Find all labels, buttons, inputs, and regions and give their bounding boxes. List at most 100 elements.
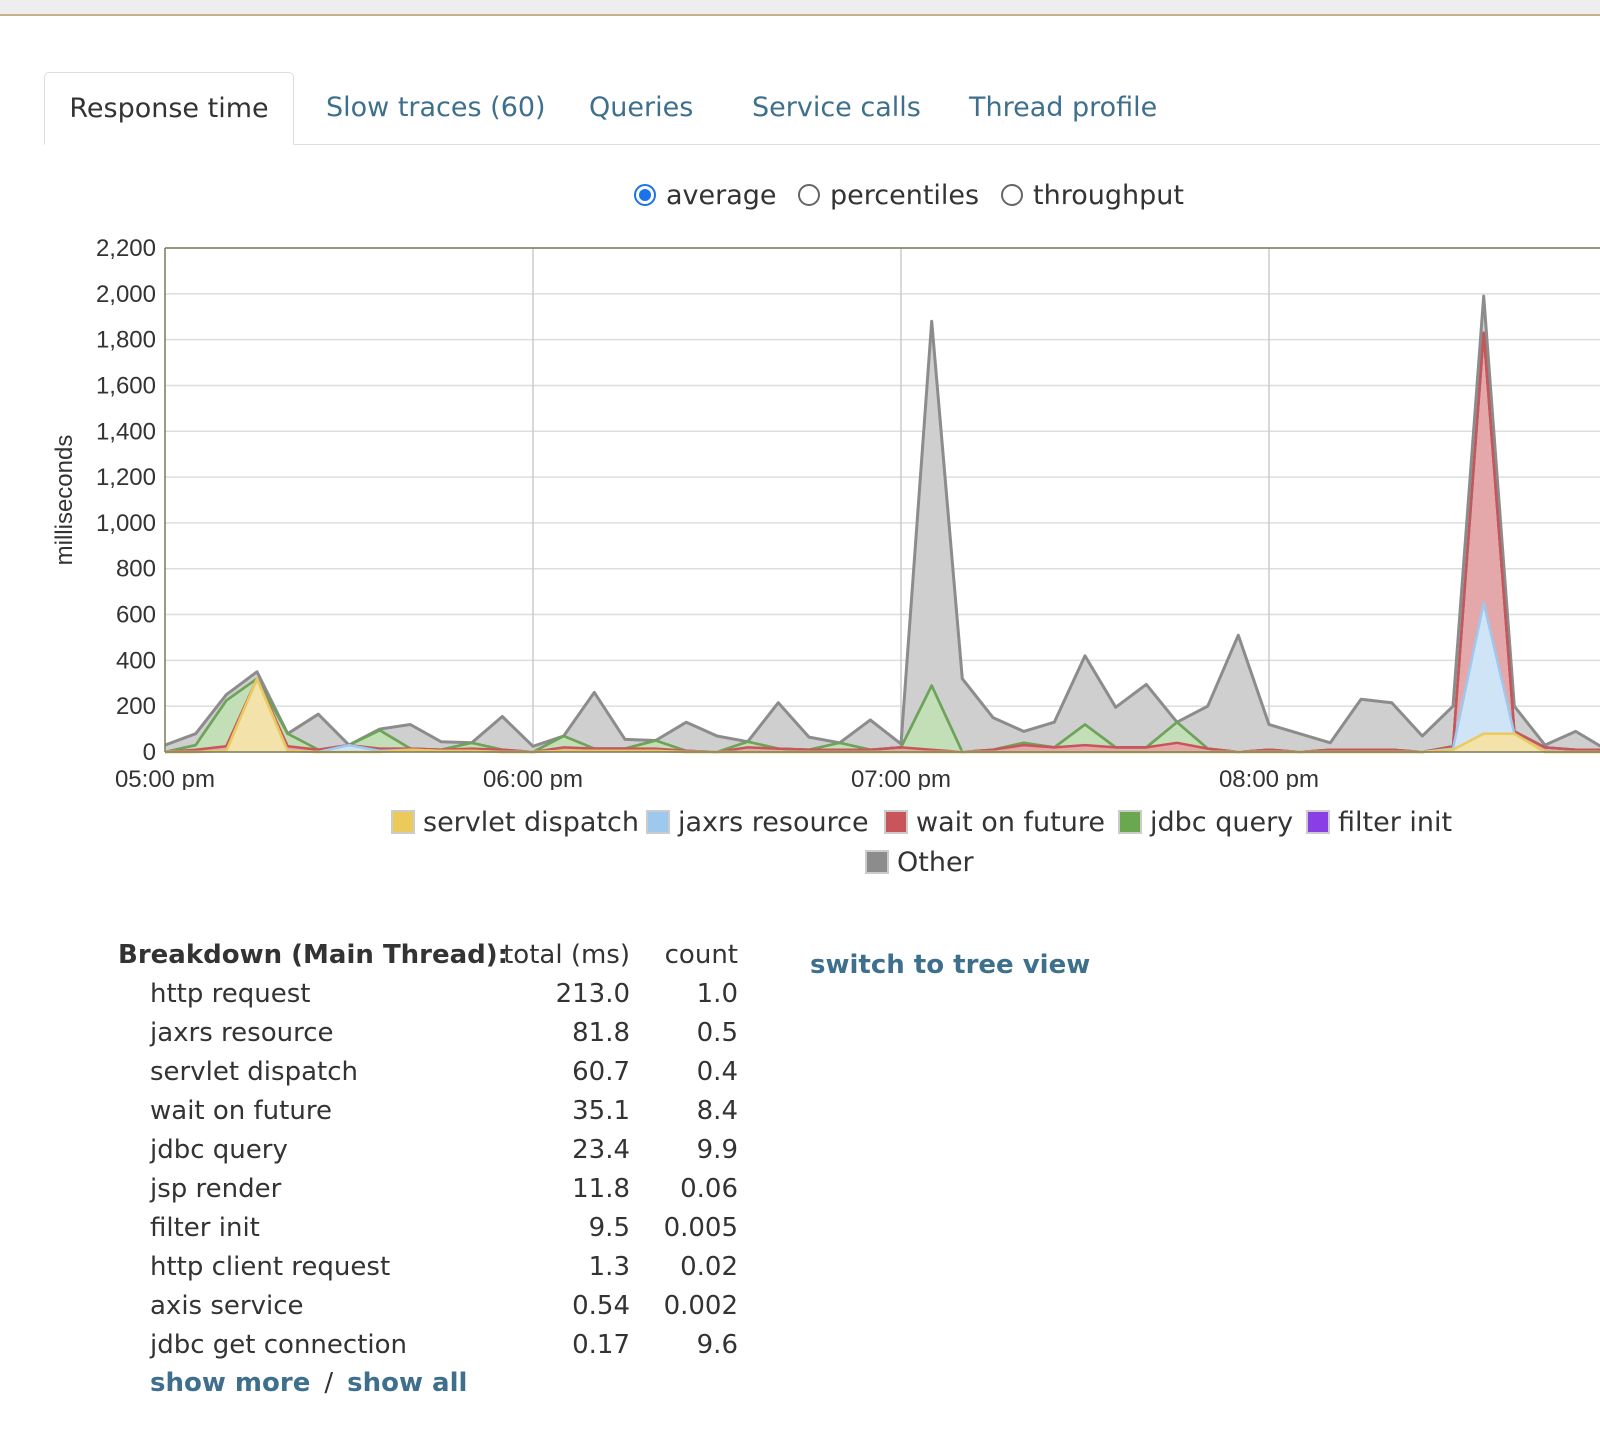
y-tick-label: 400 <box>116 647 156 674</box>
row-count: 8.4 <box>696 1096 738 1126</box>
legend-item-filter-init[interactable]: filter init <box>1306 806 1452 840</box>
x-tick-label: 06:00 pm <box>483 766 583 790</box>
show-more-link[interactable]: show more <box>150 1368 311 1398</box>
radio-selected-icon[interactable] <box>634 183 656 206</box>
legend-swatch <box>646 809 670 834</box>
radio-icon[interactable] <box>1001 183 1023 206</box>
legend-item-servlet-dispatch[interactable]: servlet dispatch <box>391 806 639 840</box>
breakdown-row[interactable]: jaxrs resource 81.8 0.5 <box>118 1014 738 1053</box>
y-tick-label: 1,800 <box>96 327 156 354</box>
top-bar <box>0 0 1600 16</box>
legend-label: filter init <box>1338 807 1453 838</box>
row-name: http client request <box>150 1252 391 1282</box>
breakdown-header: Breakdown (Main Thread): total (ms) coun… <box>118 936 738 975</box>
column-header-count: count <box>664 940 738 970</box>
response-time-chart[interactable]: 0 200 400 600 800 1,000 1,200 1,400 1,600 1,800 2,… <box>0 230 1600 790</box>
option-percentiles[interactable]: percentiles <box>798 176 979 216</box>
legend-swatch <box>865 849 889 874</box>
row-name: wait on future <box>150 1096 332 1126</box>
x-tick-label: 07:00 pm <box>851 766 951 790</box>
row-name: jdbc get connection <box>150 1330 408 1360</box>
link-separator: / <box>324 1368 334 1398</box>
legend-label: servlet dispatch <box>423 807 639 838</box>
series-line-wait-on-future <box>164 331 1600 754</box>
row-name: jdbc query <box>150 1135 288 1165</box>
series-area-other <box>165 296 1600 752</box>
row-total: 9.5 <box>588 1213 630 1243</box>
tab-response-time[interactable]: Response time <box>44 72 294 145</box>
breakdown-row[interactable]: wait on future 35.1 8.4 <box>118 1092 738 1131</box>
row-total: 213.0 <box>555 979 630 1009</box>
row-name: servlet dispatch <box>150 1057 358 1087</box>
row-count: 0.02 <box>680 1252 738 1282</box>
radio-icon[interactable] <box>798 183 820 206</box>
tab-queries[interactable]: Queries <box>589 92 694 123</box>
y-tick-label: 600 <box>116 602 156 629</box>
row-total: 0.54 <box>572 1291 630 1321</box>
breakdown-title: Breakdown (Main Thread): <box>118 940 509 970</box>
series-area-filter-init <box>165 332 1600 752</box>
breakdown-row[interactable]: jsp render 11.8 0.06 <box>118 1170 738 1209</box>
switch-to-tree-view-link[interactable]: switch to tree view <box>810 950 1091 980</box>
breakdown-row[interactable]: jdbc query 23.4 9.9 <box>118 1131 738 1170</box>
legend-swatch <box>884 809 908 834</box>
row-count: 0.06 <box>680 1174 738 1204</box>
y-tick-label: 1,000 <box>96 510 156 537</box>
legend-swatch <box>1306 809 1330 834</box>
breakdown-row[interactable]: jdbc get connection 0.17 9.6 <box>118 1326 738 1365</box>
legend-item-wait-on-future[interactable]: wait on future <box>884 806 1105 840</box>
series-line-jdbc-query <box>164 331 1600 754</box>
row-total: 35.1 <box>572 1096 630 1126</box>
option-label: percentiles <box>830 180 980 211</box>
row-total: 1.3 <box>588 1252 630 1282</box>
row-count: 0.005 <box>663 1213 738 1243</box>
legend-label: wait on future <box>916 807 1105 838</box>
row-total: 23.4 <box>572 1135 630 1165</box>
tab-slow-traces[interactable]: Slow traces (60) <box>326 92 546 123</box>
breakdown-more-links: show more / show all <box>150 1368 467 1398</box>
row-total: 81.8 <box>572 1018 630 1048</box>
series-line-filter-init <box>164 331 1600 754</box>
option-throughput[interactable]: throughput <box>1001 176 1184 216</box>
series-area-jdbc-query <box>165 332 1600 752</box>
y-tick-label: 1,600 <box>96 372 156 399</box>
row-name: filter init <box>150 1213 260 1243</box>
row-name: axis service <box>150 1291 304 1321</box>
row-name: jaxrs resource <box>150 1018 334 1048</box>
row-count: 1.0 <box>696 979 738 1009</box>
breakdown-row[interactable]: axis service 0.54 0.002 <box>118 1287 738 1326</box>
row-name: jsp render <box>150 1174 282 1204</box>
y-tick-label: 0 <box>143 739 156 766</box>
row-count: 9.6 <box>696 1330 738 1360</box>
row-count: 0.002 <box>663 1291 738 1321</box>
series-area-wait-on-future <box>165 332 1600 752</box>
row-name: http request <box>150 979 311 1009</box>
legend-item-jaxrs-resource[interactable]: jaxrs resource <box>646 806 869 840</box>
legend-item-jdbc-query[interactable]: jdbc query <box>1118 806 1293 840</box>
legend-item-other[interactable]: Other <box>865 846 974 880</box>
legend-swatch <box>391 809 415 834</box>
tab-thread-profile[interactable]: Thread profile <box>969 92 1158 123</box>
row-count: 0.4 <box>696 1057 738 1087</box>
y-tick-label: 2,000 <box>96 281 156 308</box>
y-tick-label: 2,200 <box>96 235 156 262</box>
breakdown-row[interactable]: http request 213.0 1.0 <box>118 975 738 1014</box>
x-tick-label: 08:00 pm <box>1219 766 1319 790</box>
row-count: 9.9 <box>696 1135 738 1165</box>
tab-service-calls[interactable]: Service calls <box>752 92 921 123</box>
breakdown-row[interactable]: filter init 9.5 0.005 <box>118 1209 738 1248</box>
y-axis-label: milliseconds <box>51 435 78 566</box>
y-tick-label: 1,400 <box>96 418 156 445</box>
show-all-link[interactable]: show all <box>347 1368 468 1398</box>
breakdown-row[interactable]: http client request 1.3 0.02 <box>118 1248 738 1287</box>
option-label: throughput <box>1033 180 1184 211</box>
y-tick-label: 200 <box>116 693 156 720</box>
column-header-total: total (ms) <box>503 940 630 970</box>
row-total: 60.7 <box>572 1057 630 1087</box>
breakdown-row[interactable]: servlet dispatch 60.7 0.4 <box>118 1053 738 1092</box>
y-tick-label: 800 <box>116 556 156 583</box>
row-total: 0.17 <box>572 1330 630 1360</box>
option-average[interactable]: average <box>634 176 777 216</box>
tab-bar: Response time Slow traces (60) Queries S… <box>44 72 1600 145</box>
row-count: 0.5 <box>696 1018 738 1048</box>
